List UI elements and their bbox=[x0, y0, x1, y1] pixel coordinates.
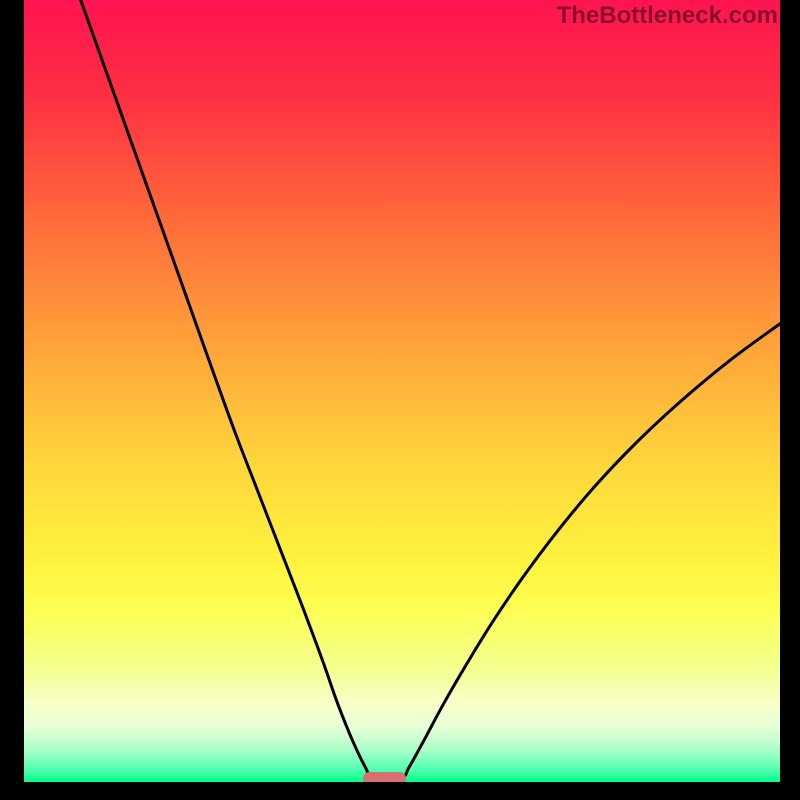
chart-frame: TheBottleneck.com bbox=[0, 0, 800, 800]
bottleneck-curve bbox=[24, 0, 780, 782]
watermark-text: TheBottleneck.com bbox=[557, 2, 778, 30]
frame-border-bottom bbox=[0, 782, 800, 800]
frame-border-left bbox=[0, 0, 24, 800]
frame-border-right bbox=[780, 0, 800, 800]
plot-area bbox=[24, 0, 780, 782]
